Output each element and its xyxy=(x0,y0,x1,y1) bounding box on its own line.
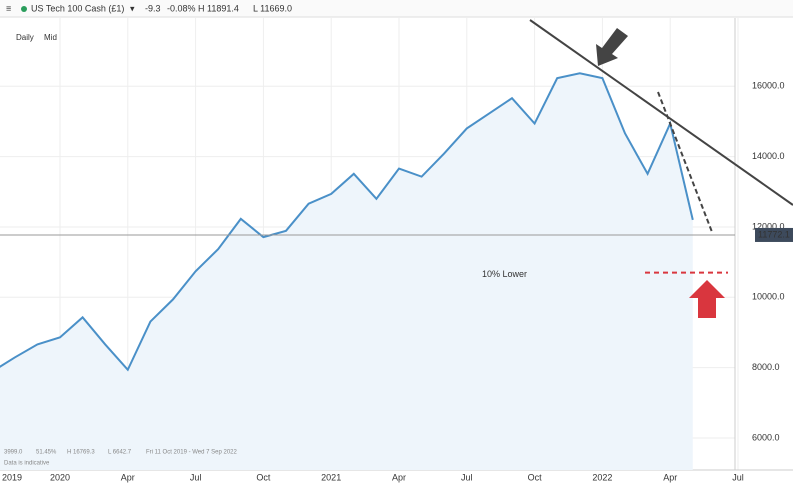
y-tick-label: 6000.0 xyxy=(752,432,780,442)
header-bar xyxy=(0,0,793,17)
x-tick-label: 2022 xyxy=(592,472,612,482)
last-price-label: 11772.1 xyxy=(758,229,790,239)
x-tick-label: Oct xyxy=(256,472,271,482)
footer: 3999.0 51.45% H 16769.3 L 6642.7 Fri 11 … xyxy=(4,450,237,467)
footer-value: 3999.0 xyxy=(4,450,23,456)
x-tick-label: Oct xyxy=(528,472,543,482)
y-tick-label: 12000.0 xyxy=(752,221,785,231)
price-type[interactable]: Mid xyxy=(44,33,57,42)
trendline-dashed xyxy=(657,91,713,233)
x-tick-label: 2021 xyxy=(321,472,341,482)
x-tick-label: 2020 xyxy=(50,472,70,482)
footer-range: Fri 11 Oct 2019 - Wed 7 Sep 2022 xyxy=(146,450,237,456)
change-pct: -0.08% xyxy=(167,3,196,13)
footer-low: L 6642.7 xyxy=(108,450,132,456)
arrow-down xyxy=(596,28,628,66)
footer-high: H 16769.3 xyxy=(67,450,95,456)
x-tick-label: Apr xyxy=(663,472,677,482)
x-tick-label: 2019 xyxy=(2,472,22,482)
menu-icon[interactable]: ≡ xyxy=(6,3,11,13)
x-tick-label: Apr xyxy=(121,472,135,482)
change: -9.3 xyxy=(145,3,161,13)
x-tick-label: Jul xyxy=(190,472,202,482)
high: H 11891.4 xyxy=(198,3,239,13)
y-tick-label: 16000.0 xyxy=(752,81,785,91)
x-tick-label: Jul xyxy=(461,472,473,482)
y-tick-label: 14000.0 xyxy=(752,151,785,161)
header: ≡ US Tech 100 Cash (£1) ▾ -9.3 -0.08% H … xyxy=(0,0,793,18)
interval[interactable]: Daily xyxy=(16,33,34,42)
trendline xyxy=(529,19,793,206)
footer-note: Data is indicative xyxy=(4,461,50,467)
last-price-box xyxy=(755,227,793,242)
x-tick-label: Jul xyxy=(732,472,744,482)
line xyxy=(0,72,694,372)
plot: 6000.0 8000.0 10000.0 12000.0 14000.0 16000.0… xyxy=(0,18,793,482)
low: L 11669.0 xyxy=(253,3,292,13)
footer-pct: 51.45% xyxy=(36,450,57,456)
dropdown[interactable]: ▾ xyxy=(130,3,135,13)
area xyxy=(0,73,693,470)
annotation-text: 10% Lower xyxy=(482,269,527,279)
arrow-up xyxy=(689,280,725,318)
x-tick-label: Apr xyxy=(392,472,406,482)
status-dot xyxy=(21,6,27,12)
symbol[interactable]: US Tech 100 Cash (£1) xyxy=(31,3,124,13)
y-tick-label: 8000.0 xyxy=(752,362,780,372)
y-tick-label: 10000.0 xyxy=(752,292,785,302)
